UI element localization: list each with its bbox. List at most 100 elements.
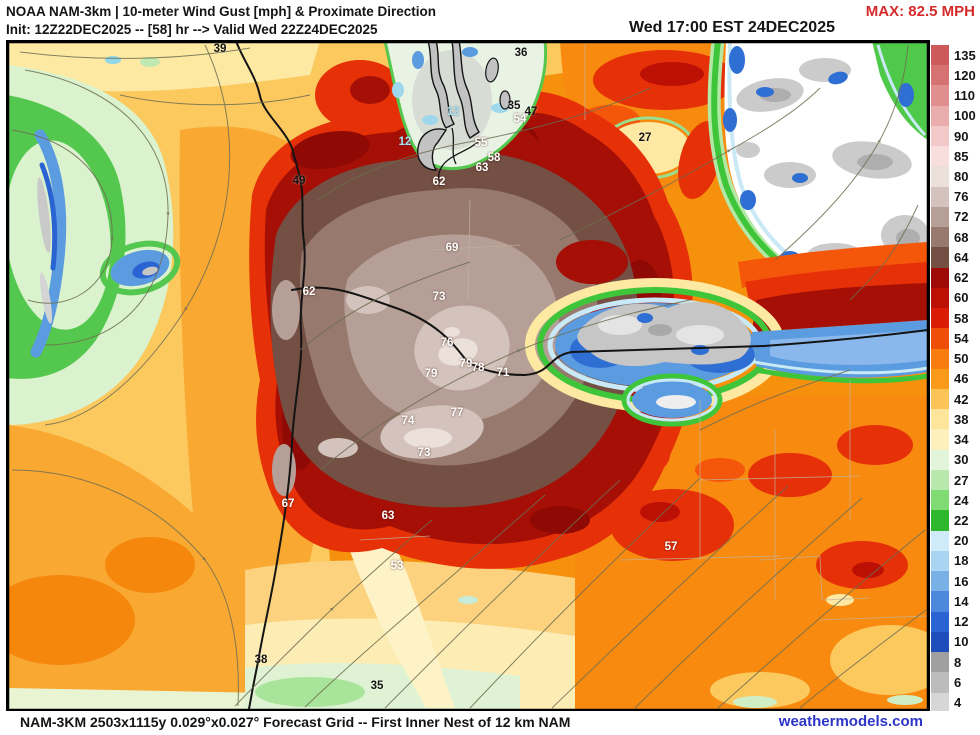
- legend-value: 22: [954, 513, 969, 528]
- legend-entry: 120: [931, 65, 980, 86]
- legend-entry: 110: [931, 85, 980, 106]
- legend-entry: 64: [931, 247, 980, 268]
- boundary-lines: [359, 41, 929, 621]
- legend-value: 27: [954, 472, 969, 488]
- legend-value: 10: [954, 634, 969, 650]
- legend-swatch: [931, 105, 949, 126]
- legend-value: 110: [954, 88, 975, 104]
- columbia-river: [291, 286, 929, 377]
- legend-swatch: [931, 146, 949, 167]
- legend-swatch: [931, 85, 949, 106]
- legend-entry: 12: [931, 611, 980, 632]
- east-red-band: [738, 242, 928, 332]
- gust-color-scale: 135 120 110 100 90 85 80 76 72 68 64 62 60 58 54 50 46 42…: [931, 45, 980, 713]
- southeast-region: [570, 395, 929, 709]
- legend-entry: 14: [931, 591, 980, 612]
- coastline: [235, 41, 306, 710]
- valid-time: Wed 17:00 EST 24DEC2025: [628, 19, 835, 36]
- legend-entry: 42: [931, 388, 980, 410]
- wind-streamlines: [11, 44, 927, 709]
- cyclone-center: [7, 56, 181, 425]
- legend-swatch: [931, 206, 949, 228]
- legend-swatch: [931, 65, 949, 86]
- legend-entry: 38: [931, 409, 980, 430]
- legend-value: 42: [954, 391, 969, 407]
- legend-swatch: [931, 469, 949, 491]
- legend-swatch: [931, 368, 949, 389]
- legend-entry: 100: [931, 105, 980, 126]
- legend-entry: 4: [931, 692, 980, 713]
- legend-value: 12: [954, 614, 969, 630]
- southwest-ocean: [7, 425, 430, 709]
- legend-value: 68: [954, 229, 969, 245]
- legend-swatch: [931, 409, 949, 430]
- legend-swatch: [931, 227, 949, 248]
- legend-value: 16: [954, 573, 969, 589]
- legend-value: 18: [954, 553, 969, 569]
- legend-swatch: [931, 125, 949, 147]
- legend-swatch: [931, 308, 949, 329]
- legend-value: 80: [954, 169, 969, 185]
- legend-entry: 6: [931, 672, 980, 693]
- legend-entry: 50: [931, 348, 980, 369]
- legend-swatch: [931, 510, 949, 531]
- legend-value: 6: [954, 674, 962, 690]
- legend-entry: 54: [931, 328, 980, 349]
- legend-entry: 72: [931, 206, 980, 228]
- legend-value: 58: [954, 310, 969, 326]
- max-gust-value: MAX: 82.5 MPH: [865, 3, 975, 20]
- legend-entry: 27: [931, 469, 980, 491]
- legend-value: 54: [954, 330, 969, 346]
- legend-value: 85: [954, 148, 969, 164]
- legend-swatch: [931, 287, 949, 309]
- map-frame: [7, 41, 929, 711]
- legend-swatch: [931, 631, 949, 653]
- legend-entry: 30: [931, 449, 980, 470]
- legend-swatch: [931, 267, 949, 288]
- legend-swatch: [931, 186, 949, 207]
- legend-swatch: [931, 530, 949, 551]
- legend-entry: 85: [931, 146, 980, 167]
- map-title: NOAA NAM-3km | 10-meter Wind Gust [mph] …: [6, 4, 436, 19]
- legend-value: 30: [954, 452, 969, 468]
- puget-sound: [383, 41, 548, 187]
- legend-entry: 80: [931, 166, 980, 187]
- legend-swatch: [931, 166, 949, 187]
- legend-entry: 46: [931, 368, 980, 389]
- legend-swatch: [931, 652, 949, 673]
- legend-value: 14: [954, 593, 969, 609]
- legend-entry: 20: [931, 530, 980, 551]
- legend-value: 24: [954, 492, 969, 508]
- legend-swatch: [931, 388, 949, 410]
- legend-value: 62: [954, 270, 969, 286]
- legend-entry: 58: [931, 308, 980, 329]
- legend-swatch: [931, 571, 949, 592]
- legend-entry: 18: [931, 550, 980, 572]
- legend-entry: 34: [931, 429, 980, 450]
- legend-value: 72: [954, 209, 969, 225]
- legend-swatch: [931, 591, 949, 612]
- legend-swatch: [931, 449, 949, 470]
- legend-entry: 60: [931, 287, 980, 309]
- wind-gust-map: 39 36 35 47 27 49 38 35 12 12 54 55 58 63 62 69 62 73 76 79…: [6, 40, 930, 712]
- legend-entry: 24: [931, 490, 980, 511]
- legend-value: 64: [954, 249, 969, 265]
- gust-core: [249, 60, 693, 569]
- legend-value: 60: [954, 290, 969, 306]
- legend-swatch: [931, 328, 949, 349]
- legend-swatch: [931, 692, 949, 713]
- legend-entry: 8: [931, 652, 980, 673]
- legend-value: 50: [954, 351, 969, 367]
- weathermodels-link[interactable]: weathermodels.com: [778, 713, 923, 730]
- legend-swatch: [931, 550, 949, 572]
- legend-entry: 16: [931, 571, 980, 592]
- legend-value: 34: [954, 432, 969, 448]
- legend-swatch: [931, 672, 949, 693]
- legend-entry: 135: [931, 45, 980, 66]
- legend-swatch: [931, 611, 949, 632]
- legend-value: 135: [954, 47, 976, 63]
- legend-value: 38: [954, 411, 969, 427]
- legend-value: 4: [954, 695, 962, 711]
- legend-value: 76: [954, 189, 969, 205]
